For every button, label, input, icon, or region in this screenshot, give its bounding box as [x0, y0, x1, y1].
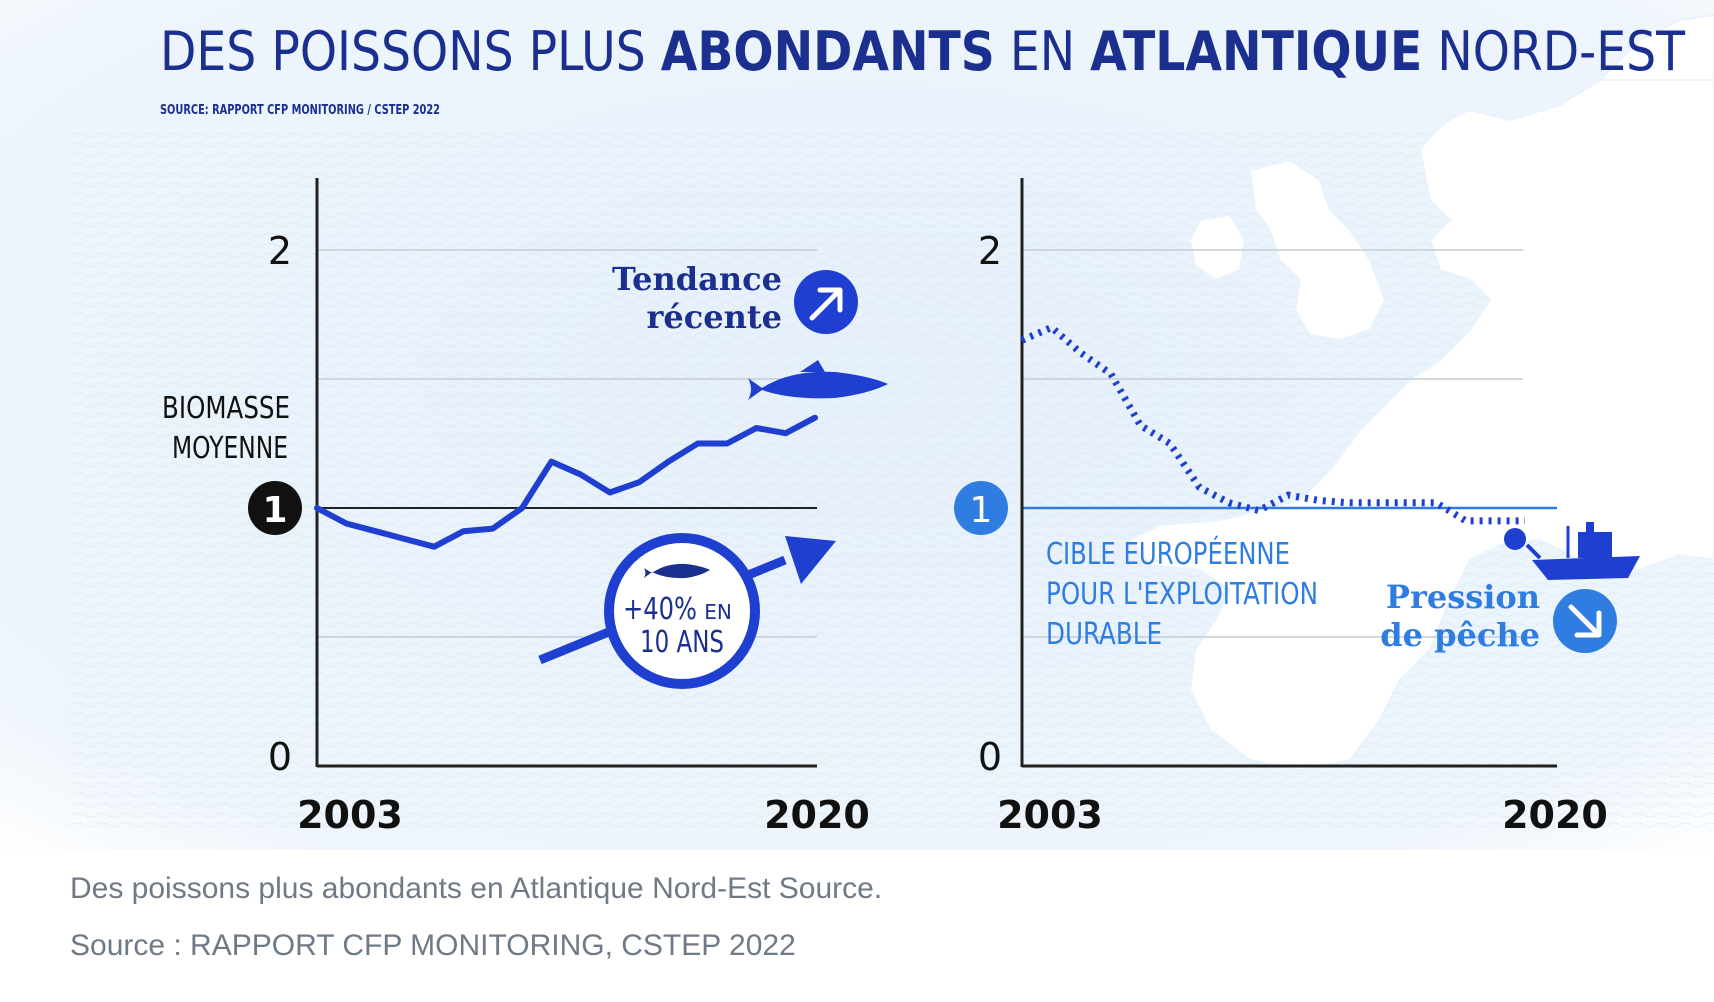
badge-fish-icon: [644, 563, 710, 579]
fishing-boat-icon: [1504, 522, 1640, 580]
badge-period: 10 ANS: [640, 625, 724, 660]
pressure-label-line1: Pression: [1386, 578, 1540, 616]
title-part3: EN: [995, 20, 1090, 83]
caption-line1: Des poissons plus abondants en Atlantiqu…: [70, 872, 883, 905]
growth-arrow-head: [785, 536, 836, 584]
caption-line2: Source : RAPPORT CFP MONITORING, CSTEP 2…: [70, 929, 796, 962]
main-title: DES POISSONS PLUS ABONDANTS EN ATLANTIQU…: [160, 20, 1686, 83]
biomass-line: [314, 414, 818, 550]
trend-down-icon: [1553, 589, 1617, 653]
europe-map: [1128, 13, 1714, 772]
fishing-pressure-line: [1020, 323, 1525, 525]
chart-right: 2 0 1 2003 2020 CIBLE EUROPÉENNE POUR L'…: [954, 178, 1640, 837]
infographic: DES POISSONS PLUS ABONDANTS EN ATLANTIQU…: [0, 0, 1714, 850]
reference-marker-circle: [954, 481, 1008, 535]
y-tick-label-0: 0: [978, 735, 1002, 779]
title-part1: DES POISSONS PLUS: [160, 20, 661, 83]
y-tick-label-2: 2: [978, 229, 1002, 273]
y-tick-label-2: 2: [268, 229, 292, 273]
title-part4: ATLANTIQUE: [1090, 20, 1422, 83]
reference-marker-circle: [248, 481, 302, 535]
y-axis-label-line1: BIOMASSE: [162, 391, 290, 426]
reference-marker-label: 1: [970, 490, 993, 531]
trend-label-line1: Tendance: [612, 260, 782, 298]
x-tick-label-end: 2020: [764, 793, 870, 837]
x-tick-label-start: 2003: [997, 793, 1103, 837]
x-tick-label-start: 2003: [297, 793, 403, 837]
title-part5: NORD-EST: [1422, 20, 1686, 83]
source-line: SOURCE: RAPPORT CFP MONITORING / CSTEP 2…: [160, 103, 440, 118]
pressure-label-line2: de pêche: [1380, 616, 1540, 654]
chart-left: 2 0 1 BIOMASSE MOYENNE 2003 2020 Tendanc…: [162, 178, 888, 837]
title-part2: ABONDANTS: [661, 20, 995, 83]
target-label-line3: DURABLE: [1046, 617, 1162, 652]
x-tick-label-end: 2020: [1502, 793, 1608, 837]
fish-icon: [748, 360, 888, 400]
y-axis-label-line2: MOYENNE: [172, 431, 288, 466]
badge-en: EN: [704, 600, 732, 624]
reference-marker-label: 1: [262, 490, 287, 531]
trend-label-line2: récente: [647, 298, 782, 336]
trend-up-icon: [794, 270, 858, 334]
growth-badge: +40% EN 10 ANS: [604, 533, 760, 689]
badge-value: +40%: [623, 592, 697, 627]
target-label-line1: CIBLE EUROPÉENNE: [1046, 536, 1290, 572]
y-tick-label-0: 0: [268, 735, 292, 779]
target-label-line2: POUR L'EXPLOITATION: [1046, 577, 1318, 612]
